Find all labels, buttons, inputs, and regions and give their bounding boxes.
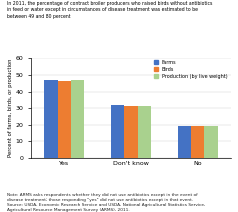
Bar	[178, 126, 191, 158]
Y-axis label: Percent of farms, birds, or production: Percent of farms, birds, or production	[8, 59, 13, 157]
Bar	[71, 80, 84, 158]
Legend: Farms, Birds, Production (by live weight): Farms, Birds, Production (by live weight…	[153, 59, 228, 80]
Text: In 2011, the percentage of contract broiler producers who raised birds without a: In 2011, the percentage of contract broi…	[7, 1, 213, 19]
Text: Note: ARMS asks respondents whether they did not use antibiotics except in the e: Note: ARMS asks respondents whether they…	[7, 193, 206, 212]
Bar	[204, 126, 218, 158]
Bar	[191, 126, 204, 158]
Bar	[58, 81, 71, 158]
Bar	[138, 106, 151, 158]
Bar	[124, 106, 138, 158]
Bar	[111, 105, 124, 158]
Bar	[44, 80, 58, 158]
